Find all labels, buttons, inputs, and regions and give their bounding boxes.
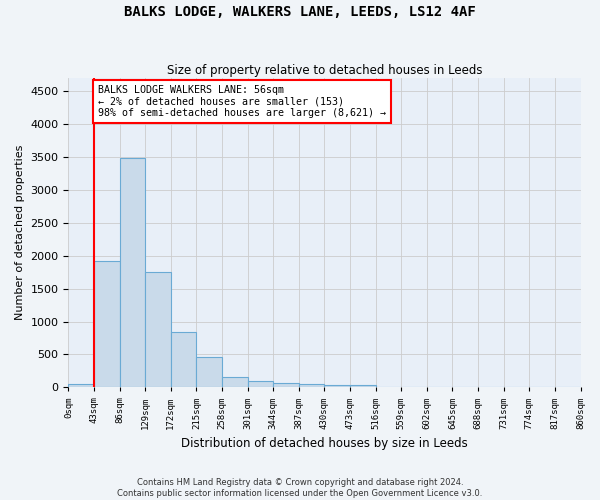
Bar (196, 357, 222, 388)
Text: BALKS LODGE WALKERS LANE: 56sqm
← 2% of detached houses are smaller (153)
98% of: BALKS LODGE WALKERS LANE: 56sqm ← 2% of … (98, 84, 386, 118)
Bar (299, 384, 325, 388)
Bar (68, 384, 94, 388)
Bar (248, 381, 273, 388)
Bar (94, 261, 119, 388)
Bar (145, 272, 171, 388)
Bar (273, 383, 299, 388)
Y-axis label: Number of detached properties: Number of detached properties (15, 145, 25, 320)
Bar (222, 377, 248, 388)
Bar (350, 386, 376, 388)
Bar (119, 158, 145, 388)
Text: Contains HM Land Registry data © Crown copyright and database right 2024.
Contai: Contains HM Land Registry data © Crown c… (118, 478, 482, 498)
X-axis label: Distribution of detached houses by size in Leeds: Distribution of detached houses by size … (181, 437, 468, 450)
Text: BALKS LODGE, WALKERS LANE, LEEDS, LS12 4AF: BALKS LODGE, WALKERS LANE, LEEDS, LS12 4… (124, 5, 476, 19)
Bar (325, 385, 350, 388)
Title: Size of property relative to detached houses in Leeds: Size of property relative to detached ho… (167, 64, 482, 77)
Bar (171, 332, 196, 388)
